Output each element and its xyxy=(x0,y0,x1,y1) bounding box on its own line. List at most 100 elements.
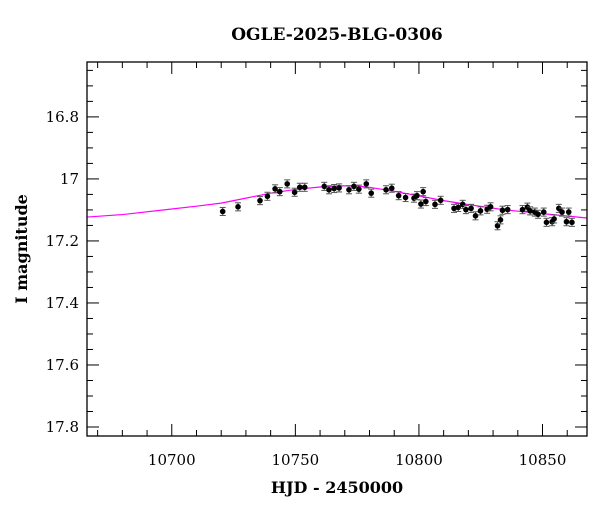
data-marker xyxy=(336,185,342,191)
data-point xyxy=(420,187,427,197)
data-point xyxy=(331,183,338,194)
data-point xyxy=(504,205,511,215)
data-marker xyxy=(437,197,444,204)
chart-title: OGLE-2025-BLG-0306 xyxy=(231,25,443,45)
data-marker xyxy=(423,198,429,205)
data-point xyxy=(494,221,501,231)
data-marker xyxy=(368,190,375,196)
data-marker xyxy=(276,188,283,195)
data-point xyxy=(477,206,484,216)
data-marker xyxy=(356,186,362,192)
data-point xyxy=(235,202,242,212)
data-point xyxy=(296,182,303,192)
data-point xyxy=(551,214,558,224)
data-marker xyxy=(487,204,494,210)
data-marker xyxy=(497,217,504,223)
data-marker xyxy=(563,218,570,225)
data-point xyxy=(437,195,444,205)
data-marker xyxy=(504,206,511,213)
data-point xyxy=(543,217,550,227)
data-point xyxy=(468,203,475,213)
y-tick-label: 17.4 xyxy=(46,294,79,312)
data-point xyxy=(563,217,570,227)
data-point xyxy=(264,191,271,201)
data-marker xyxy=(463,206,469,213)
data-marker xyxy=(543,219,550,226)
data-point xyxy=(336,183,343,193)
data-point xyxy=(540,207,547,217)
data-marker xyxy=(321,183,328,190)
data-point xyxy=(321,181,328,191)
data-point xyxy=(527,206,534,216)
data-marker xyxy=(432,201,438,208)
data-marker xyxy=(264,193,271,200)
data-point xyxy=(325,185,332,195)
data-point xyxy=(383,185,390,195)
data-point xyxy=(455,202,462,212)
data-marker xyxy=(420,188,426,195)
data-marker xyxy=(551,216,557,222)
data-marker xyxy=(559,209,565,215)
data-point xyxy=(559,207,566,217)
data-marker xyxy=(565,209,572,215)
x-tick-label: 10700 xyxy=(148,451,196,469)
data-marker xyxy=(363,181,370,187)
data-marker xyxy=(477,208,484,214)
data-marker xyxy=(383,186,389,193)
data-point xyxy=(487,202,494,212)
data-point xyxy=(568,217,575,227)
data-marker xyxy=(257,197,263,204)
data-point xyxy=(462,205,469,215)
data-marker xyxy=(301,184,308,191)
y-tick-label: 17.8 xyxy=(46,418,79,436)
data-marker xyxy=(272,186,278,192)
y-tick-label: 17.6 xyxy=(46,356,79,374)
data-marker xyxy=(451,205,457,212)
data-point xyxy=(417,199,424,209)
data-point xyxy=(535,209,542,219)
data-marker xyxy=(395,192,402,199)
data-point xyxy=(350,181,357,191)
data-point xyxy=(284,179,291,189)
data-point xyxy=(368,188,375,198)
x-tick-label: 10850 xyxy=(519,451,567,469)
x-tick-label: 10800 xyxy=(395,451,443,469)
data-point xyxy=(422,197,429,207)
data-marker xyxy=(527,208,533,214)
data-marker xyxy=(519,206,526,213)
y-axis-label: I magnitude xyxy=(12,194,31,304)
data-point xyxy=(472,211,479,221)
x-tick-label: 10750 xyxy=(271,451,319,469)
data-marker xyxy=(351,183,357,190)
data-point xyxy=(451,203,458,213)
data-point xyxy=(219,206,226,217)
data-point xyxy=(276,187,283,197)
data-point xyxy=(413,191,420,201)
data-point xyxy=(363,179,370,189)
data-point xyxy=(395,191,402,201)
data-marker xyxy=(569,219,575,226)
model-curve xyxy=(86,185,588,219)
data-marker xyxy=(540,209,547,215)
data-marker xyxy=(414,192,420,199)
data-marker xyxy=(472,213,479,219)
data-marker xyxy=(418,201,424,207)
data-marker xyxy=(402,194,409,201)
data-marker xyxy=(219,208,226,215)
data-point xyxy=(272,184,279,194)
data-marker xyxy=(297,184,303,191)
x-axis-label: HJD - 2450000 xyxy=(271,478,403,497)
y-tick-label: 16.8 xyxy=(46,108,79,126)
data-point xyxy=(388,183,395,193)
data-marker xyxy=(499,207,506,214)
y-tick-label: 17.2 xyxy=(46,232,79,250)
data-marker xyxy=(346,186,352,193)
data-marker xyxy=(235,204,241,210)
data-point xyxy=(499,205,506,215)
data-marker xyxy=(284,181,290,187)
data-marker xyxy=(535,211,541,218)
data-point xyxy=(555,203,562,213)
data-marker xyxy=(326,186,332,193)
